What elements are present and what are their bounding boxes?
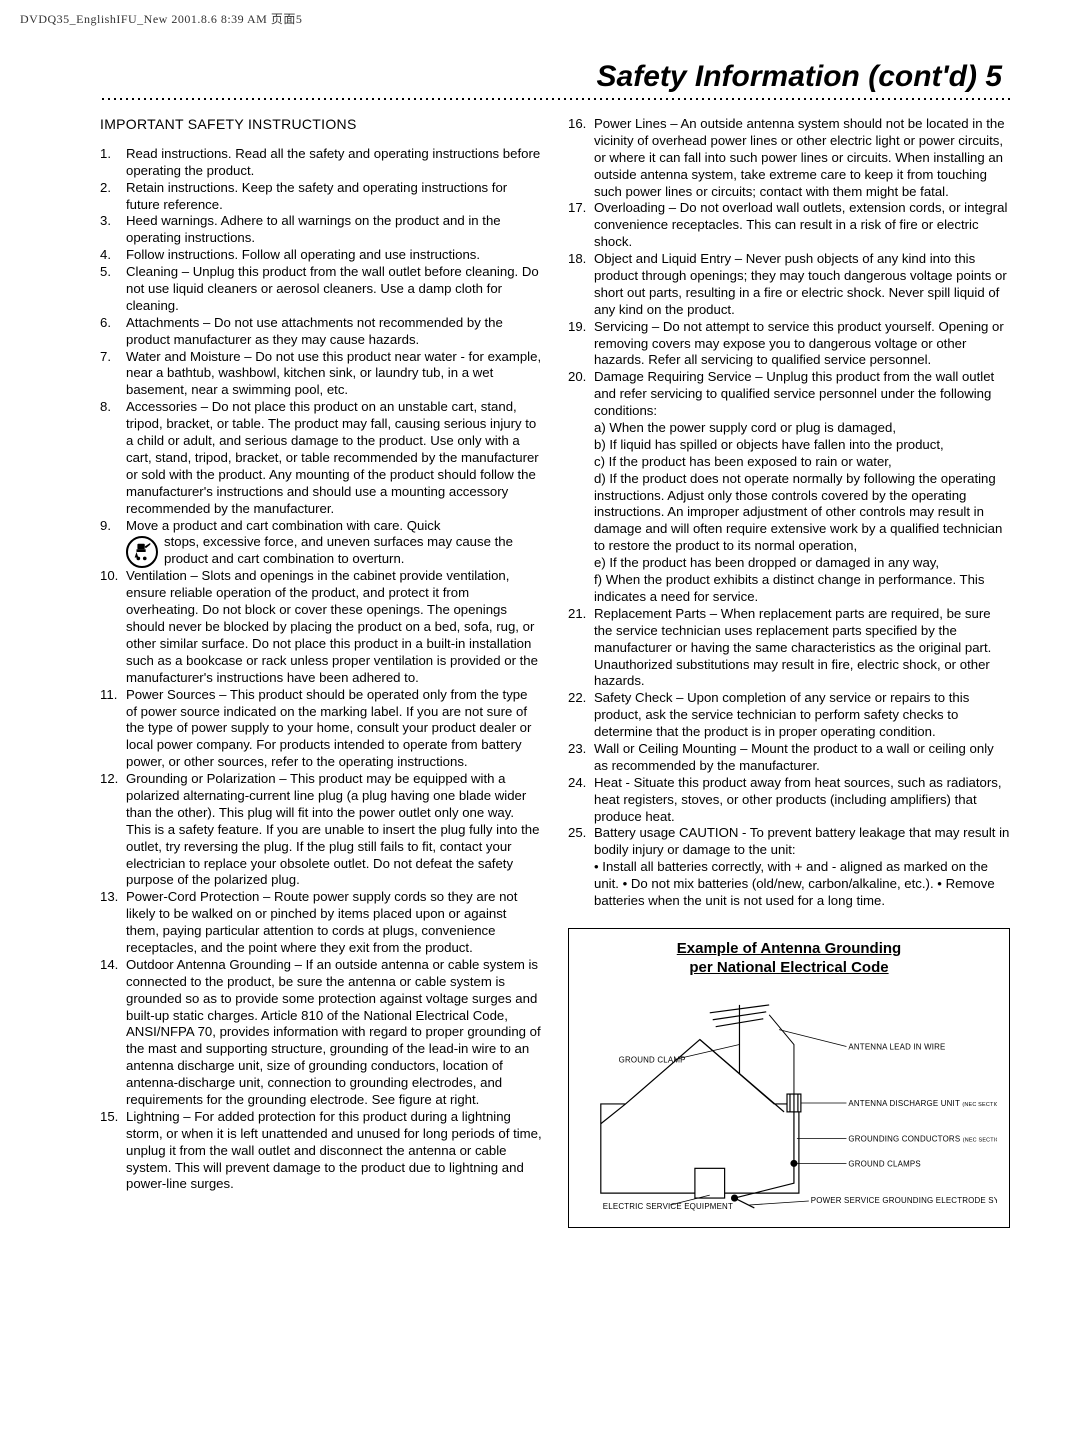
right-column: Power Lines – An outside antenna system … [568, 116, 1010, 1228]
cart-tip-icon [126, 536, 158, 568]
label-ground-clamp: GROUND CLAMP [619, 1055, 686, 1064]
list-item: Lightning – For added protection for thi… [100, 1109, 542, 1193]
diagram-title: Example of Antenna Grounding per Nationa… [581, 939, 997, 978]
sub-item: b) If liquid has spilled or objects have… [594, 437, 1010, 454]
sub-item: e) If the product has been dropped or da… [594, 555, 1010, 572]
label-antenna-lead: ANTENNA LEAD IN WIRE [848, 1042, 945, 1051]
list-item: Heed warnings. Adhere to all warnings on… [100, 213, 542, 247]
instruction-list-left: Read instructions. Read all the safety a… [100, 146, 542, 1193]
list-item: Move a product and cart combination with… [100, 518, 542, 569]
item-text: Battery usage CAUTION - To prevent batte… [594, 825, 1009, 857]
list-item: Safety Check – Upon completion of any se… [568, 690, 1010, 741]
list-item: Servicing – Do not attempt to service th… [568, 319, 1010, 370]
list-item: Object and Liquid Entry – Never push obj… [568, 251, 1010, 319]
item-text: Move a product and cart combination with… [126, 518, 440, 533]
section-heading: IMPORTANT SAFETY INSTRUCTIONS [100, 116, 542, 134]
list-item: Ventilation – Slots and openings in the … [100, 568, 542, 686]
label-electrode-system: POWER SERVICE GROUNDING ELECTRODE SYSTEM… [811, 1196, 997, 1205]
list-item: Battery usage CAUTION - To prevent batte… [568, 825, 1010, 909]
list-item: Wall or Ceiling Mounting – Mount the pro… [568, 741, 1010, 775]
bullet-item: Do not mix batteries (old/new, carbon/al… [623, 876, 934, 891]
label-electric-service: ELECTRIC SERVICE EQUIPMENT [603, 1202, 733, 1211]
list-item: Overloading – Do not overload wall outle… [568, 200, 1010, 251]
list-item: Power Lines – An outside antenna system … [568, 116, 1010, 200]
page-title: Safety Information (cont'd) 5 [100, 60, 1010, 94]
list-item: Follow instructions. Follow all operatin… [100, 247, 542, 264]
label-grounding-conductors: GROUNDING CONDUCTORS (NEC SECTION 810-21… [848, 1134, 997, 1143]
left-column: IMPORTANT SAFETY INSTRUCTIONS Read instr… [100, 116, 542, 1228]
list-item: Grounding or Polarization – This product… [100, 771, 542, 889]
list-item: Replacement Parts – When replacement par… [568, 606, 1010, 690]
sub-item: a) When the power supply cord or plug is… [594, 420, 1010, 437]
list-item: Retain instructions. Keep the safety and… [100, 180, 542, 214]
list-item: Cleaning – Unplug this product from the … [100, 264, 542, 315]
sub-item: f) When the product exhibits a distinct … [594, 572, 1010, 606]
list-item: Read instructions. Read all the safety a… [100, 146, 542, 180]
diagram-title-line2: per National Electrical Code [689, 959, 888, 976]
dotted-rule [100, 96, 1010, 102]
list-item: Damage Requiring Service – Unplug this p… [568, 369, 1010, 605]
content-columns: IMPORTANT SAFETY INSTRUCTIONS Read instr… [100, 116, 1010, 1228]
list-item: Attachments – Do not use attachments not… [100, 315, 542, 349]
list-item: Heat - Situate this product away from he… [568, 775, 1010, 826]
list-item: Accessories – Do not place this product … [100, 399, 542, 517]
diagram-title-line1: Example of Antenna Grounding [677, 940, 901, 957]
item-continuation: stops, excessive force, and uneven surfa… [164, 534, 542, 568]
cart-icon-svg [131, 541, 153, 563]
list-item: Power-Cord Protection – Route power supp… [100, 889, 542, 957]
label-discharge-unit: ANTENNA DISCHARGE UNIT (NEC SECTION 810-… [848, 1099, 997, 1108]
list-item: Water and Moisture – Do not use this pro… [100, 349, 542, 400]
item-text: Damage Requiring Service – Unplug this p… [594, 369, 994, 418]
instruction-list-right: Power Lines – An outside antenna system … [568, 116, 1010, 910]
sub-item: d) If the product does not operate norma… [594, 471, 1010, 555]
print-header: DVDQ35_EnglishIFU_New 2001.8.6 8:39 AM 页… [20, 10, 302, 27]
list-item: Outdoor Antenna Grounding – If an outsid… [100, 957, 542, 1109]
label-ground-clamps: GROUND CLAMPS [848, 1159, 920, 1168]
sub-item: c) If the product has been exposed to ra… [594, 454, 1010, 471]
diagram-svg: GROUND CLAMP ANTENNA LEAD IN WIRE ANTENN… [581, 984, 997, 1214]
list-item: Power Sources – This product should be o… [100, 687, 542, 771]
antenna-grounding-diagram: Example of Antenna Grounding per Nationa… [568, 928, 1010, 1228]
